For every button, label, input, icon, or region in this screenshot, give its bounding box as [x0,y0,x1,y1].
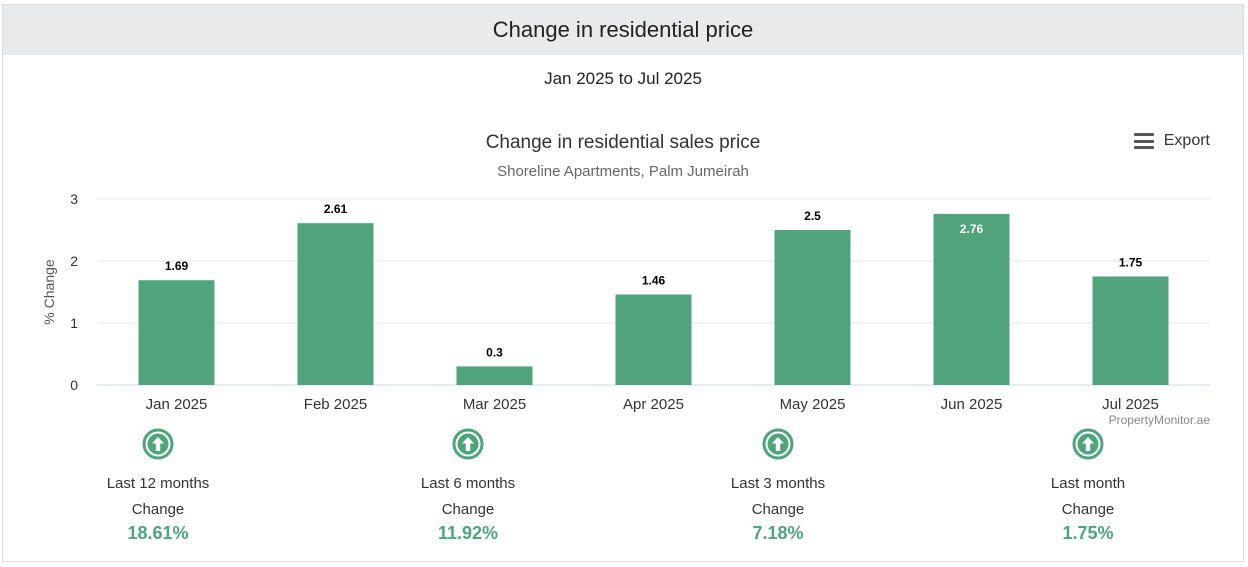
y-tick-label: 0 [70,377,78,393]
panel-title: Change in residential price [3,5,1243,55]
summary-change-label: Change [131,501,185,518]
summary-change-value: 1.75% [1062,523,1114,543]
x-tick-label: May 2025 [780,396,846,413]
bar[interactable] [615,294,692,385]
summary-last-month: Last month Change 1.75% [988,428,1188,544]
up-arrow-icon [452,428,484,460]
data-label: 1.69 [165,259,189,273]
x-tick-label: Jun 2025 [941,396,1003,413]
summary-change-label: Change [1061,501,1115,518]
chart-credit[interactable]: PropertyMonitor.ae [1109,413,1211,427]
summary-last-6-months: Last 6 months Change 11.92% [368,428,568,544]
summary-change-label: Change [441,501,495,518]
chart-title: Change in residential sales price [486,132,761,153]
x-tick-label: Feb 2025 [304,396,367,413]
summary-period: Last 3 months [730,475,826,492]
bar[interactable] [138,280,215,385]
up-arrow-icon [762,428,794,460]
bar[interactable] [1092,276,1169,386]
data-label: 1.75 [1119,256,1143,270]
data-label: 1.46 [642,273,666,287]
summary-change-value: 18.61% [127,523,189,543]
menu-icon [1133,133,1154,149]
export-button[interactable]: Export [1133,132,1210,150]
chart-subtitle: Shoreline Apartments, Palm Jumeirah [497,163,749,180]
x-tick-labels: Jan 2025 Feb 2025 Mar 2025 Apr 2025 May 2025… [146,396,1159,413]
x-tick-label: Mar 2025 [463,396,526,413]
summary-period: Last month [1050,475,1126,492]
y-tick-label: 2 [70,253,78,269]
summary-period: Last 6 months [420,475,516,492]
x-tick-label: Jan 2025 [146,396,208,413]
y-tick-label: 3 [70,191,78,207]
up-arrow-icon [142,428,174,460]
bar[interactable] [774,230,851,385]
summary-change-value: 11.92% [437,523,499,543]
bar-chart: Change in residential sales price Shorel… [41,132,1211,427]
data-label: 2.5 [804,209,821,223]
bar[interactable] [933,213,1010,385]
bars [138,213,1169,386]
data-labels: 1.69 2.61 0.3 1.46 2.5 2.76 1.75 [165,202,1143,359]
x-tick-label: Jul 2025 [1102,396,1159,413]
y-tick-labels: 0 1 2 3 [70,191,78,393]
bar[interactable] [297,223,374,385]
date-range-label: Jan 2025 to Jul 2025 [544,69,702,88]
data-label: 2.61 [324,202,348,216]
x-tick-label: Apr 2025 [623,396,684,413]
data-label: 2.76 [960,222,984,236]
data-label: 0.3 [486,345,503,359]
summary-last-12-months: Last 12 months Change 18.61% [58,428,258,544]
summary-last-3-months: Last 3 months Change 7.18% [678,428,878,544]
y-tick-label: 1 [70,315,78,331]
summary-change-label: Change [751,501,805,518]
up-arrow-icon [1072,428,1104,460]
y-axis-label: % Change [41,259,57,325]
summary-period: Last 12 months [106,475,210,492]
summary-change-value: 7.18% [752,523,804,543]
export-label: Export [1163,132,1210,149]
bar[interactable] [456,366,533,385]
